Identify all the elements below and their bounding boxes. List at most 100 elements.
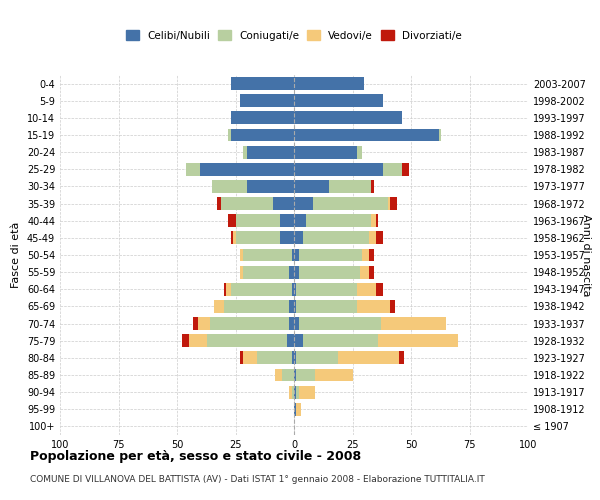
Bar <box>242 352 257 364</box>
Bar <box>294 334 304 347</box>
Bar <box>273 197 294 210</box>
Bar <box>294 368 296 382</box>
Bar <box>369 232 376 244</box>
Bar <box>289 386 292 398</box>
Bar <box>294 232 304 244</box>
Bar <box>306 214 371 227</box>
Bar <box>376 232 383 244</box>
Bar <box>229 128 231 141</box>
Legend: Celibi/Nubili, Coniugati/e, Vedovi/e, Divorziati/e: Celibi/Nubili, Coniugati/e, Vedovi/e, Di… <box>122 26 466 45</box>
Bar <box>294 403 296 415</box>
Bar <box>296 403 301 415</box>
Bar <box>304 334 378 347</box>
Bar <box>280 232 294 244</box>
Bar <box>287 334 294 347</box>
Bar <box>362 248 369 262</box>
Bar <box>296 386 299 398</box>
Bar <box>224 283 226 296</box>
Bar <box>292 283 294 296</box>
Bar <box>229 214 235 227</box>
Bar <box>221 197 273 210</box>
Bar <box>200 163 294 175</box>
Bar <box>292 352 294 364</box>
Bar <box>294 180 329 193</box>
Bar <box>383 163 401 175</box>
Bar <box>231 128 294 141</box>
Bar <box>240 266 242 278</box>
Bar <box>247 146 294 158</box>
Bar <box>240 94 294 107</box>
Bar <box>294 146 357 158</box>
Bar <box>289 266 294 278</box>
Bar <box>313 197 388 210</box>
Bar <box>242 146 247 158</box>
Bar <box>315 368 353 382</box>
Bar <box>289 317 294 330</box>
Bar <box>217 197 221 210</box>
Bar <box>231 283 292 296</box>
Bar <box>283 368 294 382</box>
Bar <box>210 317 289 330</box>
Bar <box>240 248 242 262</box>
Bar <box>294 163 383 175</box>
Bar <box>357 283 376 296</box>
Bar <box>329 180 371 193</box>
Bar <box>369 266 374 278</box>
Bar <box>378 334 458 347</box>
Bar <box>235 232 280 244</box>
Text: Popolazione per età, sesso e stato civile - 2008: Popolazione per età, sesso e stato civil… <box>30 450 361 463</box>
Bar <box>212 180 247 193</box>
Bar <box>257 352 292 364</box>
Bar <box>242 266 289 278</box>
Bar <box>231 112 294 124</box>
Bar <box>376 283 383 296</box>
Bar <box>231 77 294 90</box>
Bar <box>224 300 289 313</box>
Bar <box>357 146 362 158</box>
Bar <box>187 163 200 175</box>
Bar <box>292 248 294 262</box>
Bar <box>401 163 409 175</box>
Bar <box>380 317 446 330</box>
Bar <box>294 112 401 124</box>
Bar <box>294 300 296 313</box>
Bar <box>294 283 296 296</box>
Bar <box>294 248 299 262</box>
Bar <box>198 317 210 330</box>
Bar <box>390 197 397 210</box>
Bar <box>390 300 395 313</box>
Bar <box>294 94 383 107</box>
Bar <box>275 368 283 382</box>
Bar <box>294 214 306 227</box>
Bar <box>376 214 378 227</box>
Bar <box>296 283 357 296</box>
Bar <box>292 386 294 398</box>
Bar <box>299 386 315 398</box>
Bar <box>247 180 294 193</box>
Bar <box>338 352 400 364</box>
Bar <box>294 128 439 141</box>
Bar <box>299 317 380 330</box>
Bar <box>294 352 296 364</box>
Bar <box>299 266 359 278</box>
Bar <box>280 214 294 227</box>
Bar <box>304 232 369 244</box>
Bar <box>371 214 376 227</box>
Bar <box>231 232 233 244</box>
Bar <box>189 334 208 347</box>
Bar <box>299 248 362 262</box>
Bar <box>371 180 374 193</box>
Bar <box>214 300 224 313</box>
Bar <box>193 317 198 330</box>
Text: COMUNE DI VILLANOVA DEL BATTISTA (AV) - Dati ISTAT 1° gennaio 2008 - Elaborazion: COMUNE DI VILLANOVA DEL BATTISTA (AV) - … <box>30 475 485 484</box>
Bar <box>294 317 299 330</box>
Bar <box>289 300 294 313</box>
Bar <box>400 352 404 364</box>
Bar <box>359 266 369 278</box>
Bar <box>369 248 374 262</box>
Bar <box>235 214 280 227</box>
Bar <box>294 266 299 278</box>
Bar <box>294 197 313 210</box>
Bar <box>388 197 390 210</box>
Bar <box>240 352 242 364</box>
